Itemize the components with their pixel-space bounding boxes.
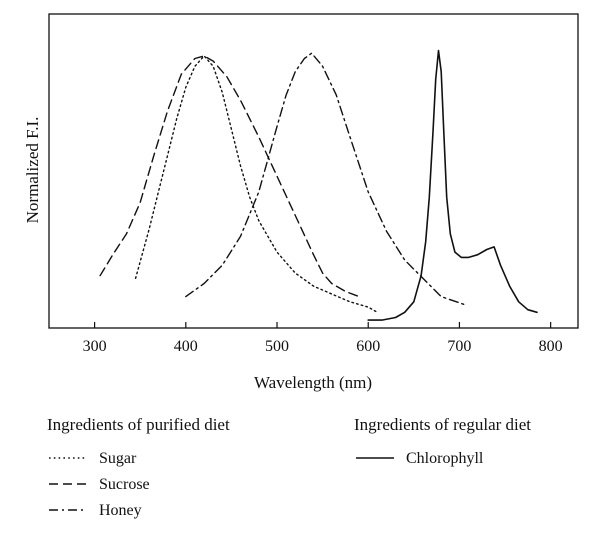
x-tick-label-600: 600	[356, 338, 380, 355]
legend-label-honey: Honey	[99, 502, 142, 519]
x-tick-label-300: 300	[83, 338, 107, 355]
x-tick-label-400: 400	[174, 338, 198, 355]
plot-frame	[48, 13, 579, 329]
y-axis-label: Normalized F.I.	[23, 117, 42, 224]
legend-label-chlorophyll: Chlorophyll	[406, 450, 484, 467]
legend-label-sucrose: Sucrose	[99, 476, 150, 493]
x-axis-label: Wavelength (nm)	[254, 373, 372, 392]
legend: Ingredients of purified diet Sugar Sucrose…	[47, 415, 531, 519]
x-ticks: 300 400 500 600 700 800	[83, 322, 563, 355]
series-line-sucrose	[99, 55, 360, 298]
series-lines	[99, 49, 538, 321]
x-tick-label-700: 700	[447, 338, 471, 355]
x-tick-label-800: 800	[539, 338, 563, 355]
legend-title-1: Ingredients of regular diet	[354, 415, 531, 434]
series-line-chlorophyll	[367, 49, 538, 321]
series-line-honey	[185, 52, 465, 306]
legend-title-0: Ingredients of purified diet	[47, 415, 230, 434]
series-line-sugar	[134, 55, 378, 313]
x-tick-label-500: 500	[265, 338, 289, 355]
legend-label-sugar: Sugar	[99, 450, 137, 467]
